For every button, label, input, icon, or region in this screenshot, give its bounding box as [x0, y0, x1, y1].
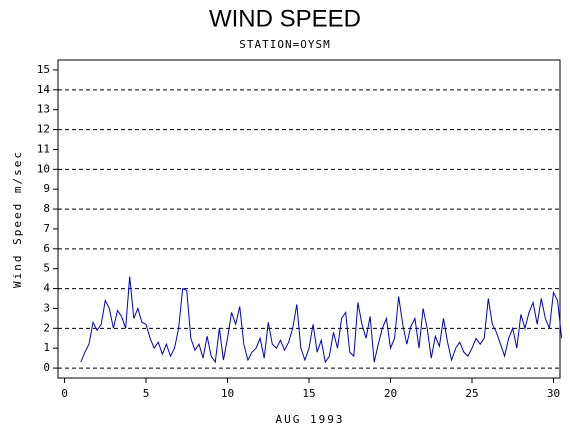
y-tick-label: 2	[43, 321, 50, 334]
y-axis-label: Wind Speed m/sec	[11, 150, 24, 288]
y-tick-label: 7	[43, 222, 50, 235]
y-tick-label: 3	[43, 301, 50, 314]
x-tick-label: 30	[547, 387, 560, 400]
y-tick-label: 5	[43, 262, 50, 275]
y-tick-label: 11	[37, 142, 50, 155]
y-tick-label: 0	[43, 361, 50, 374]
x-tick-label: 20	[384, 387, 397, 400]
y-tick-label: 15	[37, 63, 50, 76]
data-line	[80, 276, 563, 364]
chart-subtitle: STATION=OYSM	[239, 38, 330, 51]
y-tick-label: 1	[43, 341, 50, 354]
y-tick-label: 6	[43, 242, 50, 255]
y-tick-label: 14	[37, 83, 51, 96]
y-tick-label: 8	[43, 202, 50, 215]
x-tick-label: 10	[221, 387, 234, 400]
y-tick-label: 10	[37, 162, 50, 175]
x-tick-label: 25	[465, 387, 478, 400]
y-tick-label: 13	[37, 103, 50, 116]
chart-title: WIND SPEED	[209, 5, 361, 32]
x-tick-label: 15	[302, 387, 315, 400]
x-tick-label: 0	[61, 387, 68, 400]
y-tick-label: 4	[43, 282, 50, 295]
x-tick-label: 5	[143, 387, 150, 400]
y-tick-label: 12	[37, 123, 50, 136]
y-tick-label: 9	[43, 182, 50, 195]
x-axis-label: AUG 1993	[276, 413, 345, 426]
